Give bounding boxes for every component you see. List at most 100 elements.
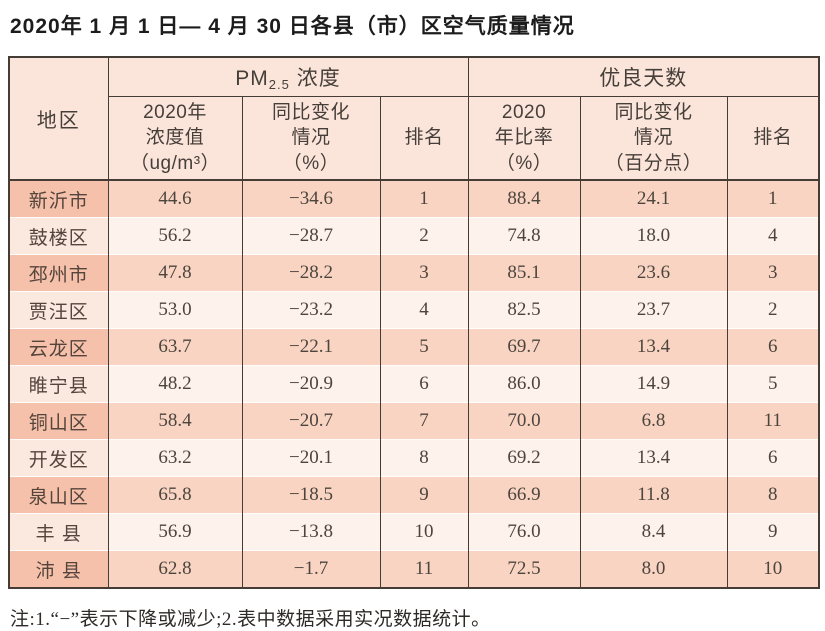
cell-pm-value: 58.4 [107, 402, 243, 440]
cell-ratio-rank: 1 [726, 179, 820, 218]
cell-pm-rank: 5 [379, 328, 469, 366]
cell-region: 云龙区 [8, 328, 109, 366]
cell-region: 贾汪区 [8, 291, 109, 329]
cell-ratio-rank: 5 [726, 365, 820, 403]
cell-ratio-rank: 4 [726, 217, 820, 255]
cell-pm-value: 56.9 [107, 513, 243, 551]
col-header-pm-value: 2020年 浓度值 （ug/m³） [107, 96, 243, 181]
col-header-pm-rank: 排名 [379, 96, 469, 181]
cell-pm-rank: 9 [379, 476, 469, 514]
pm25-label-prefix: PM [235, 67, 269, 90]
cell-ratio: 72.5 [467, 550, 581, 588]
col-header-ratio-rank: 排名 [726, 96, 820, 181]
col-group-good-days: 优良天数 [467, 57, 820, 97]
col-group-pm25: PM2.5 浓度 [107, 57, 469, 97]
cell-pm-change: −22.1 [241, 328, 381, 366]
cell-pm-value: 62.8 [107, 550, 243, 588]
table-row: 泉山区 65.8 −18.5 9 66.9 11.8 8 [8, 476, 820, 514]
cell-pm-change: −18.5 [241, 476, 381, 514]
cell-pm-rank: 3 [379, 254, 469, 292]
cell-ratio-change: 24.1 [579, 179, 728, 218]
table-row: 云龙区 63.7 −22.1 5 69.7 13.4 6 [8, 328, 820, 366]
cell-ratio-change: 18.0 [579, 217, 728, 255]
col-header-ratio-change: 同比变化 情况 （百分点） [579, 96, 728, 181]
col-header-ratio: 2020 年比率 （%） [467, 96, 581, 181]
cell-pm-value: 48.2 [107, 365, 243, 403]
cell-ratio: 76.0 [467, 513, 581, 551]
cell-pm-rank: 10 [379, 513, 469, 551]
cell-pm-value: 44.6 [107, 179, 243, 218]
pm25-label-subscript: 2.5 [268, 77, 290, 92]
cell-pm-rank: 11 [379, 550, 469, 588]
cell-region: 邳州市 [8, 254, 109, 292]
cell-region: 丰 县 [8, 513, 109, 551]
cell-region: 铜山区 [8, 402, 109, 440]
cell-pm-value: 47.8 [107, 254, 243, 292]
cell-pm-rank: 6 [379, 365, 469, 403]
footnote: 注:1.“−”表示下降或减少;2.表中数据采用实况数据统计。 [10, 609, 491, 630]
cell-ratio-rank: 9 [726, 513, 820, 551]
table-row: 邳州市 47.8 −28.2 3 85.1 23.6 3 [8, 254, 820, 292]
cell-region: 鼓楼区 [8, 217, 109, 255]
table-body: 新沂市 44.6 −34.6 1 88.4 24.1 1 鼓楼区 56.2 −28.7 2 74.8 1… [8, 179, 820, 588]
air-quality-table: 地区 PM2.5 浓度 优良天数 2020年 浓度值 （ug/m³） 同比变化 … [8, 56, 821, 589]
cell-ratio-change: 8.4 [579, 513, 728, 551]
cell-ratio: 69.7 [467, 328, 581, 366]
table-row: 贾汪区 53.0 −23.2 4 82.5 23.7 2 [8, 291, 820, 329]
pm25-label-suffix: 浓度 [289, 67, 341, 90]
cell-pm-rank: 8 [379, 439, 469, 477]
page-title: 2020年 1 月 1 日— 4 月 30 日各县（市）区空气质量情况 [10, 15, 575, 38]
cell-region: 新沂市 [8, 179, 109, 218]
cell-pm-rank: 1 [379, 179, 469, 218]
table-row: 丰 县 56.9 −13.8 10 76.0 8.4 9 [8, 513, 820, 551]
cell-region: 睢宁县 [8, 365, 109, 403]
cell-ratio: 66.9 [467, 476, 581, 514]
cell-ratio: 82.5 [467, 291, 581, 329]
cell-ratio-rank: 11 [726, 402, 820, 440]
col-header-region: 地区 [8, 57, 109, 181]
table-row: 鼓楼区 56.2 −28.7 2 74.8 18.0 4 [8, 217, 820, 255]
cell-ratio: 88.4 [467, 179, 581, 218]
table-row: 睢宁县 48.2 −20.9 6 86.0 14.9 5 [8, 365, 820, 403]
cell-pm-change: −20.7 [241, 402, 381, 440]
cell-region: 沛 县 [8, 550, 109, 588]
cell-ratio-change: 6.8 [579, 402, 728, 440]
cell-pm-change: −20.9 [241, 365, 381, 403]
table-row: 新沂市 44.6 −34.6 1 88.4 24.1 1 [8, 179, 820, 218]
cell-pm-value: 63.7 [107, 328, 243, 366]
cell-ratio-change: 8.0 [579, 550, 728, 588]
cell-pm-change: −28.2 [241, 254, 381, 292]
cell-ratio-rank: 8 [726, 476, 820, 514]
col-header-pm-change: 同比变化 情况 （%） [241, 96, 381, 181]
cell-pm-change: −1.7 [241, 550, 381, 588]
cell-pm-change: −23.2 [241, 291, 381, 329]
cell-ratio-change: 14.9 [579, 365, 728, 403]
cell-pm-value: 56.2 [107, 217, 243, 255]
cell-ratio: 85.1 [467, 254, 581, 292]
cell-pm-change: −13.8 [241, 513, 381, 551]
cell-pm-rank: 7 [379, 402, 469, 440]
table-row: 沛 县 62.8 −1.7 11 72.5 8.0 10 [8, 550, 820, 588]
cell-ratio-change: 23.7 [579, 291, 728, 329]
cell-pm-change: −28.7 [241, 217, 381, 255]
cell-ratio-rank: 6 [726, 328, 820, 366]
cell-ratio-change: 23.6 [579, 254, 728, 292]
cell-ratio: 69.2 [467, 439, 581, 477]
cell-ratio-rank: 2 [726, 291, 820, 329]
cell-ratio-change: 11.8 [579, 476, 728, 514]
cell-ratio-rank: 3 [726, 254, 820, 292]
table-row: 铜山区 58.4 −20.7 7 70.0 6.8 11 [8, 402, 820, 440]
table-row: 开发区 63.2 −20.1 8 69.2 13.4 6 [8, 439, 820, 477]
cell-pm-value: 65.8 [107, 476, 243, 514]
cell-pm-change: −20.1 [241, 439, 381, 477]
cell-ratio-rank: 6 [726, 439, 820, 477]
cell-pm-rank: 4 [379, 291, 469, 329]
cell-pm-change: −34.6 [241, 179, 381, 218]
cell-ratio-rank: 10 [726, 550, 820, 588]
cell-ratio-change: 13.4 [579, 439, 728, 477]
table-header: 地区 PM2.5 浓度 优良天数 2020年 浓度值 （ug/m³） 同比变化 … [8, 57, 820, 181]
cell-ratio: 74.8 [467, 217, 581, 255]
cell-region: 开发区 [8, 439, 109, 477]
cell-pm-value: 53.0 [107, 291, 243, 329]
cell-region: 泉山区 [8, 476, 109, 514]
